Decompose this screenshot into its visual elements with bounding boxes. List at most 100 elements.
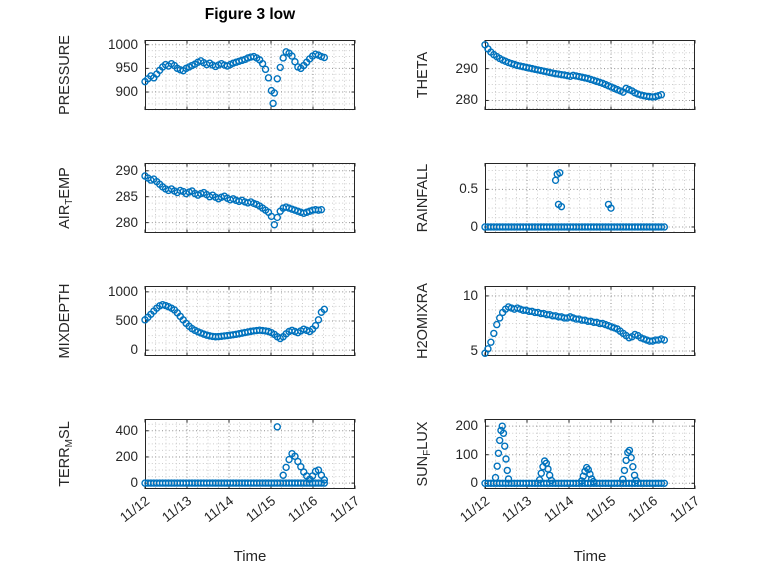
- h2omixra-data-point: [487, 338, 495, 346]
- y-axis-label-part: SUN: [415, 455, 431, 487]
- rainfall-plot-area: [481, 163, 696, 233]
- air-temp-ytick-label: 280: [115, 214, 138, 230]
- y-axis-label-part: SL: [57, 421, 73, 439]
- sun-flux-data-point: [493, 462, 501, 470]
- rainfall-axes-box: [485, 163, 695, 233]
- sun-flux-data-point: [625, 446, 634, 455]
- air-temp-plot-area: [141, 163, 356, 233]
- air-temp-data-point: [314, 206, 323, 214]
- pressure-data-point: [261, 65, 270, 74]
- pressure-data-point: [276, 63, 284, 72]
- terr-msl-data-point: [320, 476, 329, 484]
- pressure-axes-box: [145, 40, 355, 110]
- mixdepth-ytick-label: 500: [115, 313, 138, 328]
- sun-flux-data-point: [657, 479, 666, 487]
- mixdepth-ytick-label: 0: [130, 342, 138, 358]
- air-temp-data-point: [270, 221, 279, 229]
- theta-axes-box: [485, 40, 695, 110]
- mixdepth-data-point: [320, 305, 329, 314]
- h2omixra-data-point: [490, 329, 498, 338]
- terr-msl-ytick-label: 400: [115, 422, 138, 438]
- terr-msl-data-point: [279, 471, 287, 479]
- sun-flux-data-point: [491, 473, 500, 482]
- y-axis-label-part: T: [64, 198, 75, 205]
- rainfall-data-point: [657, 223, 666, 231]
- theta-ytick-label: 290: [455, 60, 478, 76]
- sun-flux-axes-box: [485, 419, 695, 489]
- sun-flux-data-point: [660, 479, 669, 487]
- sun-flux-data-point: [502, 455, 510, 463]
- rainfall-ytick-label: 0.5: [459, 181, 478, 197]
- y-axis-label-part: LUX: [415, 421, 431, 450]
- pressure-data-point: [258, 59, 267, 68]
- terr-msl-data-point: [273, 423, 282, 431]
- y-axis-label-part: M: [64, 438, 75, 448]
- rainfall-data-point: [556, 169, 564, 177]
- pressure-plot-area: [141, 40, 356, 111]
- h2omixra-data-point: [493, 320, 501, 329]
- sun-flux-data-point: [503, 466, 511, 475]
- theta-data-point: [657, 91, 666, 99]
- terr-msl-ytick-label: 200: [115, 448, 138, 464]
- pressure-data-point: [288, 52, 296, 60]
- time-axis-label: Time: [233, 548, 267, 565]
- pressure-data-point: [264, 74, 273, 82]
- y-axis-label-part: THETA: [415, 51, 431, 99]
- sun-flux-data-point: [504, 475, 513, 483]
- pressure-data-point: [273, 75, 282, 83]
- pressure-data-point: [269, 99, 277, 108]
- sun-flux-data-point: [501, 442, 509, 450]
- terr-msl-y-axis-label: TERRMSL: [56, 364, 75, 544]
- terr-msl-data-point: [282, 463, 290, 472]
- time-axis-label: Time: [573, 548, 607, 565]
- air-temp-axes-box: [145, 163, 355, 233]
- sun-flux-data-point: [547, 476, 556, 485]
- sun-flux-y-axis-label: SUNFLUX: [414, 364, 433, 544]
- sun-flux-plot-area: [481, 419, 696, 489]
- sun-flux-ytick-label: 0: [470, 475, 478, 491]
- h2omixra-data-point: [495, 314, 504, 322]
- sun-flux-data-point: [537, 469, 545, 477]
- y-axis-label-part: F: [422, 449, 433, 456]
- pressure-data-point: [270, 89, 279, 97]
- y-axis-label-part: AIR: [57, 204, 73, 229]
- y-axis-label-part: EMP: [57, 167, 73, 199]
- air-temp-data-point: [317, 205, 326, 214]
- sun-flux-data-point: [619, 475, 627, 483]
- y-axis-label-part: TERR: [57, 447, 73, 487]
- sun-flux-data-point: [589, 477, 598, 486]
- h2omixra-plot-area: [481, 286, 696, 357]
- theta-plot-area: [481, 40, 696, 110]
- y-axis-label-part: PRESSURE: [57, 35, 73, 115]
- pressure-data-point: [320, 53, 329, 62]
- sun-flux-data-point: [584, 465, 593, 474]
- sun-flux-ytick-label: 100: [455, 446, 478, 462]
- mixdepth-plot-area: [141, 286, 356, 356]
- h2omixra-axes-box: [485, 286, 695, 356]
- sun-flux-data-point: [535, 476, 544, 484]
- sun-flux-ytick-label: 200: [455, 418, 478, 434]
- sun-flux-data-point: [624, 448, 632, 457]
- sun-flux-data-point: [627, 453, 635, 462]
- terr-msl-axes-box: [145, 419, 355, 489]
- figure-title: Figure 3 low: [204, 6, 296, 23]
- air-temp-ytick-label: 290: [115, 162, 138, 178]
- h2omixra-data-point: [484, 345, 492, 353]
- pressure-ytick-label: 900: [115, 84, 138, 100]
- pressure-data-point: [279, 54, 287, 62]
- sun-flux-data-point: [620, 466, 629, 475]
- sun-flux-data-point: [498, 422, 506, 430]
- terr-msl-data-point: [320, 479, 329, 487]
- h2omixra-ytick-label: 5: [470, 343, 478, 359]
- rainfall-data-point: [557, 202, 566, 211]
- sun-flux-data-point: [582, 463, 591, 472]
- y-axis-label-part: H2OMIXRA: [415, 283, 431, 359]
- h2omixra-data-point: [660, 336, 669, 344]
- air-temp-ytick-label: 285: [115, 188, 138, 204]
- theta-ytick-label: 280: [455, 92, 478, 108]
- air-temp-data-point: [273, 213, 282, 222]
- mixdepth-data-point: [314, 316, 323, 324]
- terr-msl-data-point: [285, 455, 293, 464]
- sun-flux-data-point: [629, 463, 637, 471]
